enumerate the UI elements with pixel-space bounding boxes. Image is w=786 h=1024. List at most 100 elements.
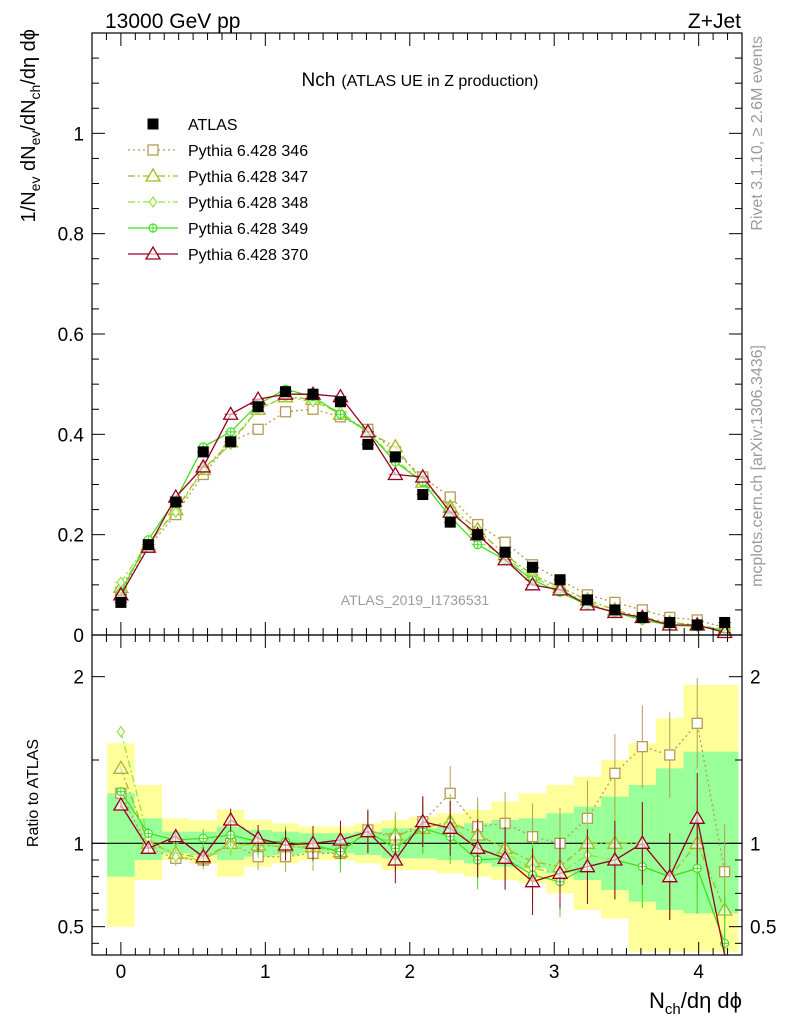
data-point — [691, 619, 703, 631]
data-point — [636, 611, 648, 623]
data-point — [222, 405, 239, 420]
plot-title: Nch (ATLAS UE in Z production) — [302, 70, 539, 91]
y-tick-label: 0.4 — [58, 425, 85, 446]
marker-cross — [149, 224, 157, 232]
ratio-point — [469, 840, 486, 854]
data-point — [362, 438, 374, 450]
data-point — [252, 401, 264, 413]
ratio-pythia-6-428-370 — [112, 773, 726, 956]
data-point — [551, 581, 569, 596]
main-y-axis: 0 0.2 0.4 0.6 0.8 1 — [58, 32, 742, 647]
data-point — [444, 516, 456, 528]
legend-entry: ATLAS — [147, 117, 238, 134]
ratio-line — [120, 768, 726, 911]
data-point — [496, 551, 514, 566]
ratio-point — [442, 820, 459, 834]
ratio-point — [171, 850, 181, 863]
ratio-y-label: Ratio to ATLAS — [25, 739, 42, 847]
legend-label: Pythia 6.428 346 — [188, 143, 308, 160]
data-point — [170, 496, 182, 508]
data-point — [197, 446, 209, 458]
main-y-label: 1/Nev dNev/dNch/dη dϕ — [18, 29, 43, 222]
ratio-point — [140, 840, 157, 854]
data-point — [499, 546, 511, 558]
data-point — [280, 386, 292, 398]
ratio-tick-label-left: 0.5 — [58, 918, 84, 939]
legend-marker — [144, 245, 162, 260]
ratio-point — [636, 741, 648, 753]
ratio-tick-label-left: 2 — [73, 668, 84, 689]
ratio-panel: 0.5 0.5 1 1 2 2 Ratio to ATLAS — [25, 634, 776, 956]
ratio-point — [692, 863, 702, 873]
ratio-point — [579, 858, 596, 873]
process-label: Z+Jet — [688, 10, 741, 33]
y-tick-label: 1 — [73, 124, 84, 145]
y-tick-label: 0.6 — [58, 325, 84, 346]
legend-marker — [147, 144, 159, 156]
marker-cross — [693, 864, 702, 873]
series-atlas — [114, 386, 731, 631]
x-tick-label: 0 — [116, 962, 127, 983]
legend-entry: Pythia 6.428 347 — [128, 167, 308, 186]
y-label-part: 1/N — [18, 191, 40, 222]
ratio-y-axis: 0.5 0.5 1 1 2 2 — [58, 668, 776, 944]
x-axis-label: Nch/dη dϕ — [649, 988, 742, 1018]
data-point — [142, 539, 154, 551]
rivet-label: Rivet 3.1.10, ≥ 2.6M events — [749, 36, 766, 231]
ratio-point — [606, 851, 624, 866]
data-point — [527, 561, 539, 573]
ratio-point — [689, 810, 706, 824]
data-point — [472, 529, 484, 541]
legend-label: Pythia 6.428 347 — [188, 169, 308, 186]
y-tick-label: 0.2 — [58, 526, 84, 547]
legend: ATLAS Pythia 6.428 346 Pythia 6.428 347 Pyt… — [128, 117, 308, 264]
data-point — [554, 574, 566, 586]
x-tick-label: 4 — [693, 962, 704, 983]
ratio-data-layer — [92, 678, 742, 956]
marker-cross — [336, 410, 345, 419]
data-point — [279, 406, 292, 418]
data-point — [719, 616, 731, 628]
main-data-layer — [112, 384, 733, 639]
data-point — [524, 576, 541, 591]
data-point — [387, 438, 404, 453]
mcplots-label: mcplots.cern.ch [arXiv:1306.3436] — [749, 345, 766, 587]
ratio-point — [332, 831, 349, 846]
ratio-point — [609, 767, 621, 779]
marker-cross — [144, 829, 153, 838]
ratio-point — [634, 835, 651, 849]
ratio-point — [524, 873, 541, 888]
header: 13000 GeV pp Z+Jet — [105, 10, 741, 33]
data-point — [414, 468, 431, 483]
marker-cross — [199, 834, 208, 843]
data-point — [195, 458, 212, 473]
ratio-point — [496, 850, 514, 864]
x-tick-label: 1 — [260, 962, 271, 983]
y-label-subscript: ev — [27, 177, 43, 192]
data-point — [389, 451, 401, 463]
data-point — [581, 594, 593, 606]
data-point — [307, 388, 319, 400]
marker-cross — [226, 831, 235, 839]
analysis-id: ATLAS_2019_I1736531 — [341, 592, 490, 608]
legend-marker — [147, 118, 159, 130]
y-tick-label: 0.8 — [58, 225, 84, 246]
legend-entry: Pythia 6.428 349 — [128, 221, 308, 238]
ratio-point — [116, 725, 126, 738]
y-label-part: /dη dϕ — [18, 29, 40, 85]
ratio-point — [661, 868, 678, 883]
legend-entry: Pythia 6.428 346 — [128, 143, 308, 160]
data-point — [664, 616, 676, 628]
marker-cross — [116, 787, 125, 796]
data-point — [417, 489, 429, 501]
data-point — [226, 427, 236, 437]
main-panel: 0 0.2 0.4 0.6 0.8 1 Nch (ATLAS UE in Z product… — [18, 29, 743, 647]
x-axis: 0 1 2 3 4 — [91, 33, 743, 983]
energy-label: 13000 GeV pp — [105, 10, 240, 33]
data-point — [609, 604, 621, 616]
legend-entry: Pythia 6.428 348 — [128, 195, 308, 212]
ratio-point — [226, 830, 236, 840]
data-point — [359, 423, 377, 438]
ratio-point — [167, 828, 184, 843]
legend-label: Pythia 6.428 349 — [188, 221, 308, 238]
